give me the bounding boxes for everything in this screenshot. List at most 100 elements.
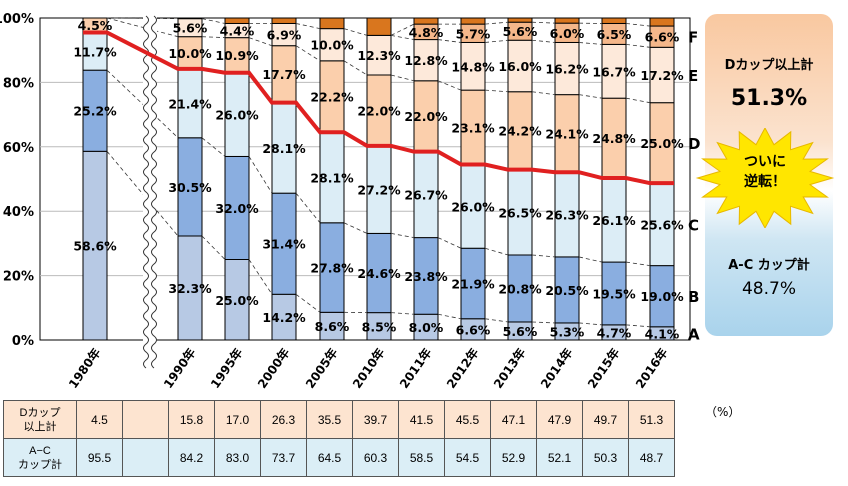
table-cell: 73.7	[260, 438, 307, 477]
y-tick-label: 0%	[12, 334, 34, 349]
connector-line	[390, 233, 415, 238]
data-label: 24.6%	[357, 266, 401, 281]
ac-total-line	[83, 30, 674, 186]
table-cell: 45.5	[444, 400, 491, 439]
table-cell: 64.5	[306, 438, 353, 477]
axis-break	[143, 16, 157, 368]
data-label: 16.0%	[498, 59, 542, 74]
connector-line	[106, 151, 179, 237]
bar-segment-A	[224, 259, 250, 341]
bar-segment-C	[177, 68, 203, 139]
bar-segment-top	[271, 17, 297, 24]
unit-label: （%）	[705, 405, 741, 419]
connector-line	[343, 28, 368, 36]
bar-segment-B	[649, 265, 675, 328]
y-tick-label: 80%	[3, 76, 34, 91]
bar-segment-top	[649, 17, 675, 27]
data-label: 25.0%	[640, 136, 684, 151]
data-label: 58.6%	[73, 239, 117, 254]
table-cell	[122, 400, 169, 439]
bar-segment-top	[601, 17, 627, 24]
table-cell: 54.5	[444, 438, 491, 477]
x-tick-label: 2013年	[490, 345, 528, 391]
axis-break-icon	[151, 15, 157, 369]
bar-segment-top	[224, 17, 250, 24]
x-tick-label: 2014年	[537, 345, 575, 391]
bar-segment-B	[413, 237, 439, 315]
data-label: 26.5%	[498, 205, 542, 220]
bar-segment-B	[460, 247, 486, 320]
data-label: 4.8%	[409, 25, 444, 40]
d-cup-value: 51.3%	[730, 86, 808, 111]
connector-line	[484, 247, 509, 256]
data-label: 5.6%	[503, 24, 538, 39]
bar-segment-E	[319, 28, 345, 62]
bar-segment-top	[319, 17, 345, 30]
connector-line	[531, 21, 556, 24]
bar-segment-D	[460, 89, 486, 166]
connector-line	[201, 235, 226, 260]
connector-line	[531, 254, 556, 258]
connector-line	[390, 312, 415, 315]
data-label: 22.0%	[404, 109, 448, 124]
series-label: C	[688, 216, 699, 234]
bar-segment-B	[177, 137, 203, 237]
data-label: 5.6%	[173, 21, 208, 36]
data-label: 16.2%	[545, 62, 589, 77]
bar-segment-C	[224, 72, 250, 157]
data-label: 28.1%	[262, 141, 306, 156]
data-label: 8.6%	[315, 319, 350, 334]
connector-line	[484, 318, 509, 323]
data-label: 26.3%	[545, 208, 589, 223]
connector-line	[201, 36, 226, 39]
data-label: 26.0%	[215, 108, 259, 123]
x-tick-label: 1980年	[65, 345, 103, 391]
data-label: 21.9%	[451, 276, 495, 291]
table-cell: 47.9	[536, 400, 583, 439]
connector-line	[578, 42, 603, 45]
bar-segment-top	[460, 17, 486, 25]
x-tick-label: 2005年	[302, 345, 340, 391]
connector-line	[295, 45, 321, 62]
bar-segment-top	[507, 17, 533, 23]
connector-line	[531, 39, 556, 43]
d-cup-label: Dカップ以上計	[724, 58, 814, 73]
bar-segment-C	[649, 182, 675, 267]
connector-line	[295, 293, 321, 313]
connector-line	[248, 259, 273, 295]
callout-text: ついに 逆転！	[744, 154, 786, 190]
data-label: 8.5%	[362, 319, 397, 334]
data-label: 12.8%	[404, 53, 448, 68]
bar-segment-B	[319, 222, 345, 313]
bar-segment-C	[554, 171, 580, 258]
summary-table: Dカップ 以上計 4.5 15.8 17.0 26.3 35.5 39.7 41.5 45.5 47…	[3, 400, 675, 477]
x-tick-label: 2012年	[443, 345, 481, 391]
table-cell: 83.0	[214, 438, 261, 477]
data-label: 6.5%	[597, 27, 632, 42]
data-label: 27.8%	[310, 261, 354, 276]
table-cell: 52.9	[490, 438, 537, 477]
bar-segment-E	[601, 43, 627, 99]
data-label: 23.8%	[404, 269, 448, 284]
table-cell: 17.0	[214, 400, 261, 439]
x-tick-label: 2016年	[632, 345, 670, 391]
data-label: 6.0%	[550, 26, 585, 41]
data-label: 31.4%	[262, 237, 306, 252]
connector-line	[484, 39, 509, 43]
data-label: 24.8%	[592, 131, 636, 146]
table-row: A−C カップ計 95.5 84.2 83.0 73.7 64.5 60.3 58.5 54.5 5…	[3, 438, 675, 477]
connector-line	[531, 321, 556, 324]
table-cell: 60.3	[352, 438, 399, 477]
connector-line	[437, 237, 462, 249]
connector-line	[578, 322, 603, 326]
table-cell: 51.3	[628, 400, 675, 439]
table-cell: 26.3	[260, 400, 307, 439]
data-label: 14.2%	[262, 310, 306, 325]
data-label: 24.2%	[498, 124, 542, 139]
table-cell: 52.1	[536, 438, 583, 477]
data-label: 19.5%	[592, 286, 636, 301]
bar-segment-top	[554, 17, 580, 24]
data-label: 21.4%	[168, 96, 212, 111]
series-label: A	[688, 325, 700, 343]
data-label: 32.0%	[215, 201, 259, 216]
